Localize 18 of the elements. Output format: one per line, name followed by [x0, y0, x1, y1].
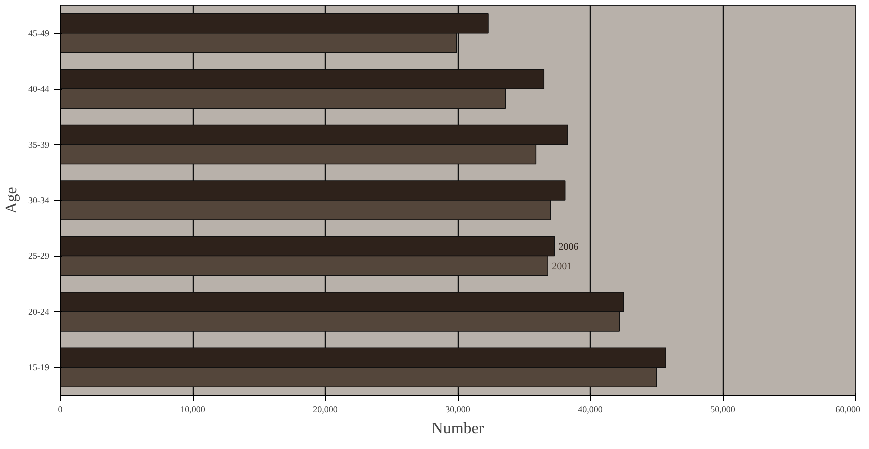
x-axis-title: Number [432, 420, 485, 438]
x-tick-label: 20,000 [313, 404, 338, 414]
y-tick-label: 30-34 [28, 196, 50, 206]
series-label: 2001 [552, 261, 572, 272]
series-label: 2006 [558, 242, 579, 253]
y-tick-label: 25-29 [28, 251, 50, 262]
x-tick-label: 60,000 [836, 404, 861, 414]
x-tick-label: 10,000 [180, 404, 206, 414]
x-tick-label: 30,000 [446, 404, 471, 414]
x-tick-label: 0 [58, 404, 64, 414]
y-tick-label: 20-24 [28, 306, 50, 317]
y-tick-label: 35-39 [28, 140, 50, 150]
x-tick-label: 50,000 [710, 404, 736, 414]
y-tick-label: 40-44 [28, 84, 50, 94]
y-tick-label: 45-49 [28, 28, 50, 38]
y-tick-label: 15-19 [28, 362, 50, 373]
x-tick-label: 40,000 [578, 404, 604, 414]
y-axis-title: Age [4, 187, 21, 214]
